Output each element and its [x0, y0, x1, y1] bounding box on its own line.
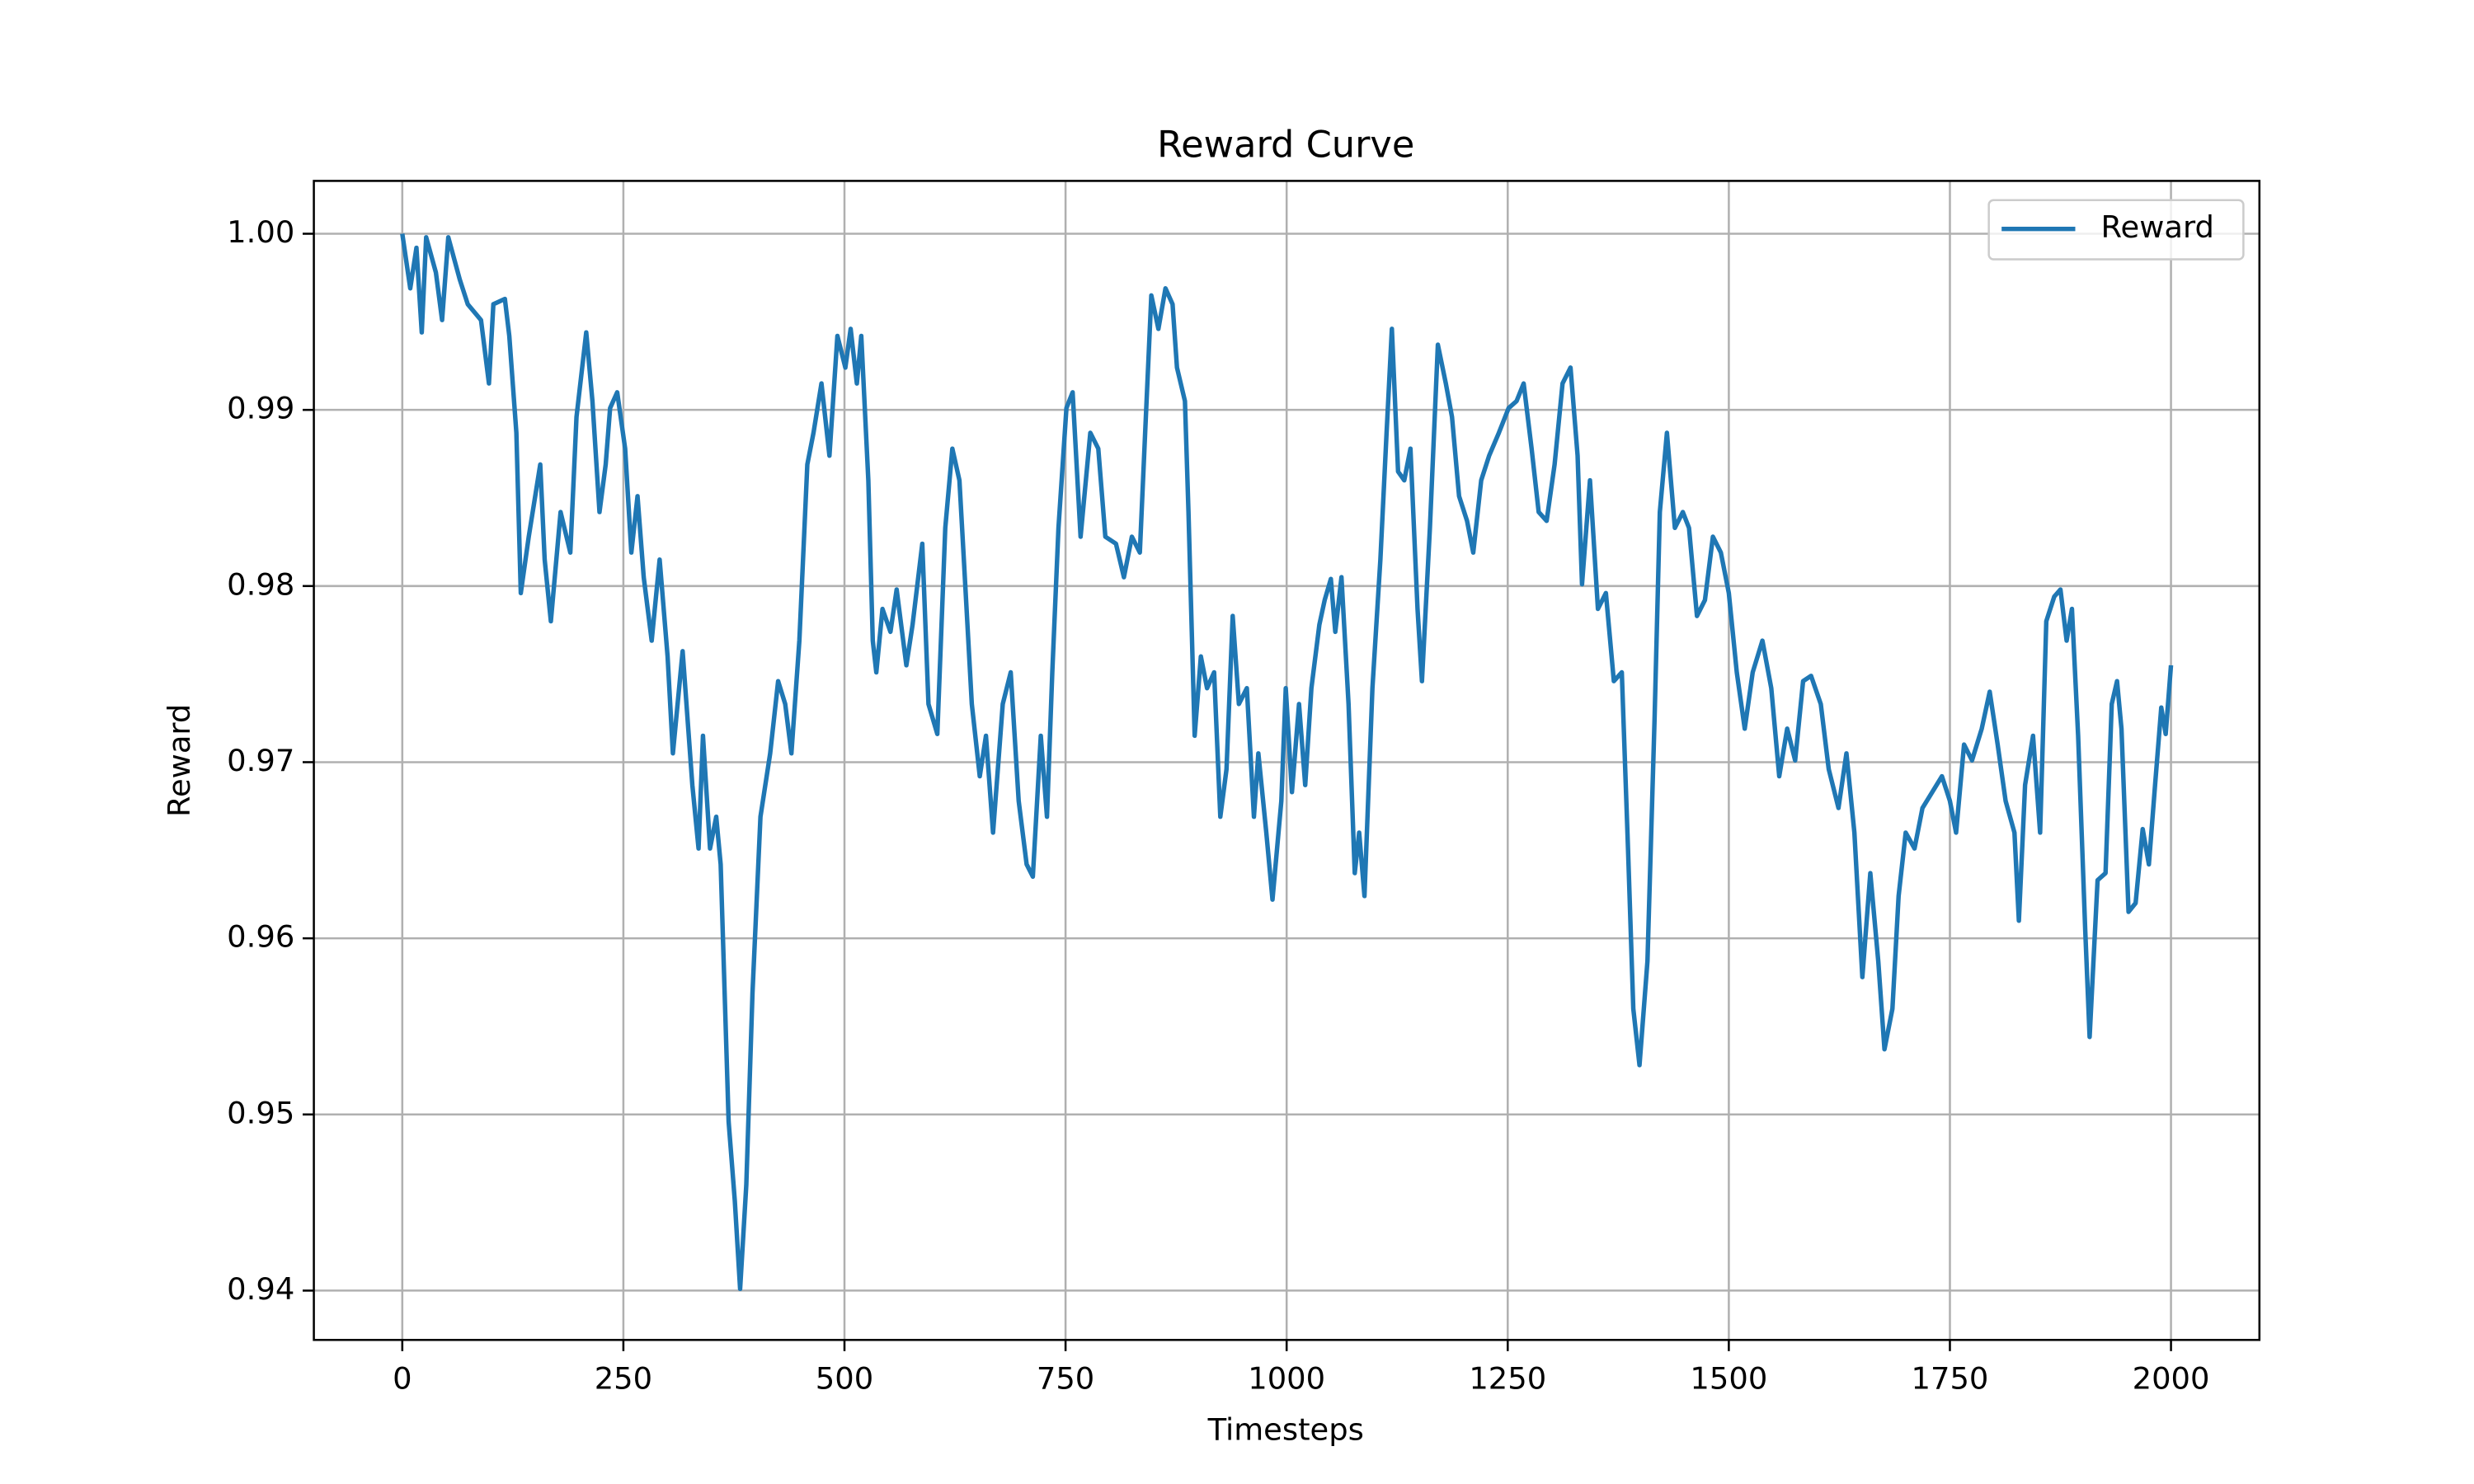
x-tick-label: 1750 — [1912, 1360, 1989, 1396]
y-tick-label: 0.98 — [227, 566, 294, 602]
x-tick-label: 1250 — [1469, 1360, 1546, 1396]
y-tick-label: 0.99 — [227, 391, 294, 426]
plot-frame — [313, 180, 2261, 1341]
x-tick-label: 750 — [1037, 1360, 1094, 1396]
x-tick-label: 250 — [595, 1360, 652, 1396]
x-tick-label: 2000 — [2133, 1360, 2210, 1396]
y-axis-label: Reward — [162, 704, 197, 817]
y-tick-label: 0.95 — [227, 1095, 294, 1130]
x-tick-label: 0 — [393, 1360, 412, 1396]
x-tick-label: 500 — [816, 1360, 873, 1396]
x-tick-label: 1500 — [1690, 1360, 1767, 1396]
y-tick-label: 1.00 — [227, 214, 294, 250]
x-tick-label: 1000 — [1248, 1360, 1325, 1396]
chart-title: Reward Curve — [1157, 124, 1414, 167]
legend-box — [1987, 199, 2245, 261]
legend: Reward — [1987, 199, 2245, 261]
legend-label: Reward — [2101, 209, 2214, 245]
y-tick-label: 0.96 — [227, 919, 294, 955]
data-line — [400, 233, 2174, 1291]
y-tick-label: 0.97 — [227, 743, 294, 778]
x-axis-label: Timesteps — [1207, 1411, 1364, 1447]
y-tick-label: 0.94 — [227, 1271, 294, 1307]
